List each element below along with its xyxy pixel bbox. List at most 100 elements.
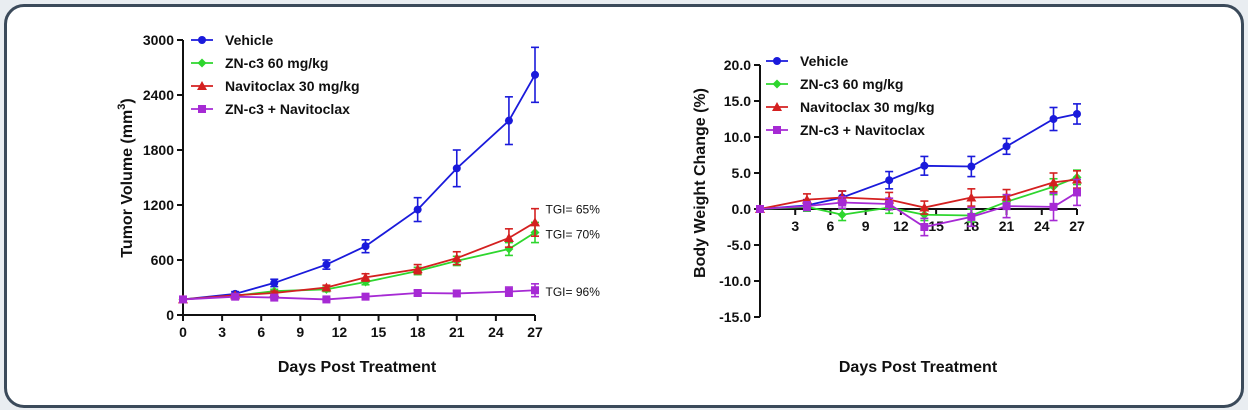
tgi-annotation: TGI= 96% xyxy=(546,285,601,299)
data-point xyxy=(179,295,187,304)
x-tick-label: 9 xyxy=(862,218,870,234)
x-tick-label: 21 xyxy=(449,324,465,340)
data-point xyxy=(1002,202,1011,211)
data-point xyxy=(360,272,371,282)
legend-entry: Navitoclax 30 mg/kg xyxy=(766,99,935,115)
data-point xyxy=(413,205,422,214)
y-tick-label: 15.0 xyxy=(724,93,751,109)
data-point xyxy=(413,289,422,297)
x-tick-label: 3 xyxy=(791,218,799,234)
data-point xyxy=(322,295,331,304)
series-0 xyxy=(756,103,1081,213)
series-3 xyxy=(756,178,1081,237)
data-point xyxy=(321,282,332,292)
series-line xyxy=(182,231,536,301)
y-tick-label: -15.0 xyxy=(719,309,751,325)
tumor-volume-chart: 0 600 1200 1800 2400 3000 0 3 6 9 12 15 18 21 24 27 Veh… xyxy=(116,32,600,376)
x-tick-label: 12 xyxy=(893,218,909,234)
x-tick-label: 15 xyxy=(928,218,944,234)
x-tick-label: 0 xyxy=(179,324,187,340)
data-point xyxy=(1002,142,1011,151)
legend-entry: Vehicle xyxy=(766,53,848,69)
x-tick-label: 3 xyxy=(218,324,226,340)
tumor-volume-series xyxy=(178,46,540,304)
data-point xyxy=(1073,188,1081,197)
data-point xyxy=(885,176,894,185)
legend-label: ZN-c3 60 mg/kg xyxy=(800,76,903,92)
legend-label: ZN-c3 + Navitoclax xyxy=(800,122,925,138)
legend-entry: ZN-c3 60 mg/kg xyxy=(766,76,903,92)
legend-label: ZN-c3 60 mg/kg xyxy=(225,55,328,71)
legend-marker xyxy=(198,36,206,44)
data-point xyxy=(361,292,370,301)
tumor-volume-axes: 0 600 1200 1800 2400 3000 0 3 6 9 12 15 18 21 24 27 xyxy=(143,32,543,340)
data-point xyxy=(1048,177,1059,187)
y-tick-label: 3000 xyxy=(143,32,174,48)
data-point xyxy=(270,293,279,302)
x-tick-label: 12 xyxy=(332,324,348,340)
data-point xyxy=(504,116,513,125)
y-tick-label: 2400 xyxy=(143,87,174,103)
legend-label: ZN-c3 + Navitoclax xyxy=(225,101,350,117)
data-point xyxy=(531,286,539,295)
x-tick-label: 24 xyxy=(488,324,504,340)
data-point xyxy=(1049,115,1058,123)
legend-label: Navitoclax 30 mg/kg xyxy=(225,78,360,94)
series-1 xyxy=(755,169,1082,223)
x-tick-label: 6 xyxy=(827,218,835,234)
y-tick-label: 0.0 xyxy=(732,201,752,217)
data-point xyxy=(322,260,331,269)
data-point xyxy=(885,199,894,208)
data-point xyxy=(361,242,370,251)
body-weight-axes: -15.0-10.0-5.00.05.010.015.020.036912151… xyxy=(719,57,1085,325)
tumor-volume-legend: Vehicle ZN-c3 60 mg/kg Navitoclax 30 mg/kg… xyxy=(191,32,360,117)
tumor-volume-annotations: TGI= 65% TGI= 70% TGI= 96% xyxy=(546,203,601,300)
legend-entry: ZN-c3 60 mg/kg xyxy=(191,55,328,71)
data-point xyxy=(967,162,976,171)
y-tick-label: -10.0 xyxy=(719,273,751,289)
y-tick-label: 20.0 xyxy=(724,57,751,73)
data-point xyxy=(503,233,514,242)
y-tick-label: 0 xyxy=(166,307,174,323)
x-tick-label: 9 xyxy=(296,324,304,340)
data-point xyxy=(1049,202,1058,211)
data-point xyxy=(451,253,462,263)
data-point xyxy=(802,202,811,211)
data-point xyxy=(838,198,847,207)
tgi-annotation: TGI= 70% xyxy=(546,227,601,241)
data-point xyxy=(919,202,930,212)
body-weight-legend: Vehicle ZN-c3 60 mg/kg Navitoclax 30 mg/kg… xyxy=(766,53,935,138)
data-point xyxy=(412,264,423,274)
data-point xyxy=(530,217,540,227)
legend-marker xyxy=(773,57,781,65)
x-tick-label: 18 xyxy=(410,324,426,340)
series-2 xyxy=(178,207,540,304)
data-point xyxy=(966,192,977,202)
data-point xyxy=(452,164,461,173)
legend-label: Vehicle xyxy=(225,32,273,48)
legend-marker xyxy=(198,105,206,113)
legend-label: Navitoclax 30 mg/kg xyxy=(800,99,935,115)
legend-entry: Navitoclax 30 mg/kg xyxy=(191,78,360,94)
data-point xyxy=(231,292,240,301)
x-tick-label: 15 xyxy=(371,324,387,340)
legend-marker xyxy=(197,58,207,68)
x-tick-label: 6 xyxy=(257,324,265,340)
tumor-volume-x-title: Days Post Treatment xyxy=(278,359,437,376)
legend-entry: Vehicle xyxy=(191,32,273,48)
x-tick-label: 24 xyxy=(1034,218,1050,234)
y-tick-label: 5.0 xyxy=(732,165,752,181)
y-tick-label: 10.0 xyxy=(724,129,751,145)
tgi-annotation: TGI= 65% xyxy=(546,203,601,217)
data-point xyxy=(920,223,929,231)
y-tick-label: 600 xyxy=(151,252,175,268)
legend-entry: ZN-c3 + Navitoclax xyxy=(191,101,350,117)
data-point xyxy=(504,287,513,296)
data-point xyxy=(452,289,461,298)
data-point xyxy=(1073,109,1081,118)
legend-marker xyxy=(772,102,782,111)
legend-label: Vehicle xyxy=(800,53,848,69)
x-tick-label: 27 xyxy=(527,324,543,340)
body-weight-series xyxy=(755,103,1082,237)
